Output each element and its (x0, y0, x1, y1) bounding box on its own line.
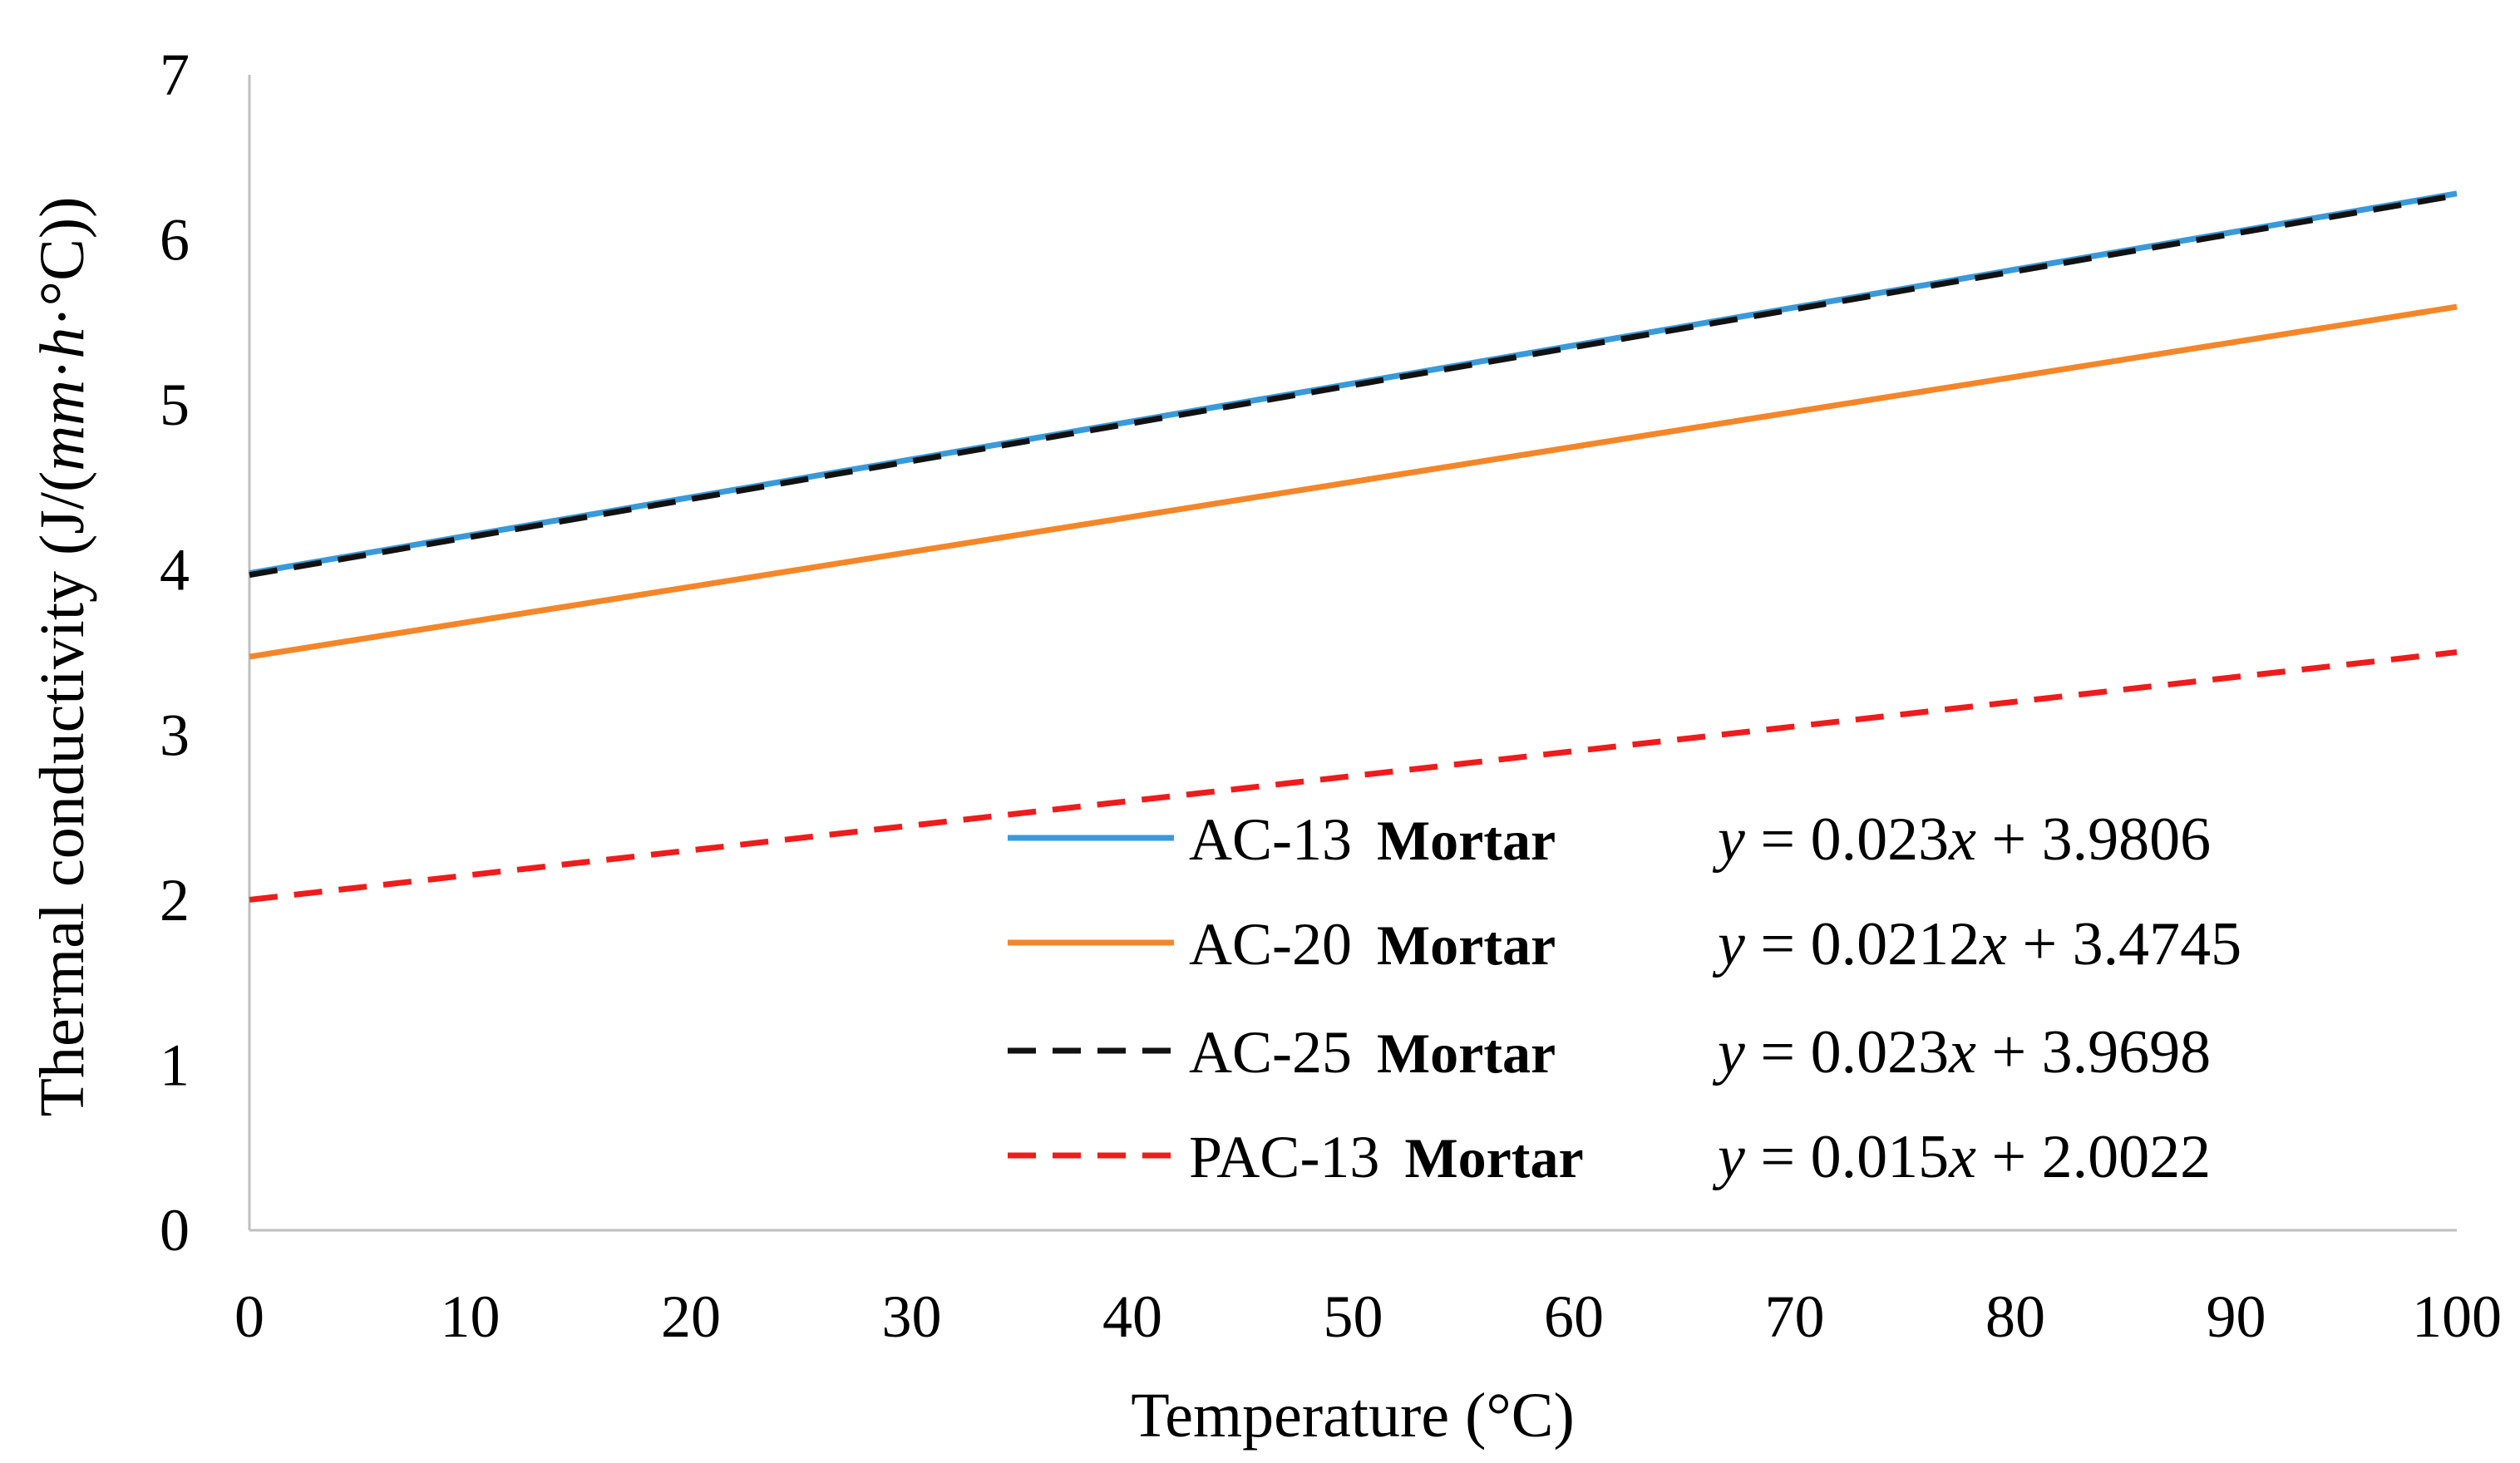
y-tick-label-7: 7 (160, 42, 190, 108)
y-tick-label-5: 5 (160, 372, 190, 438)
y-axis-title-suffix: ·°C)) (27, 197, 97, 328)
y-tick-label-0: 0 (160, 1197, 190, 1264)
legend-label-ac-25: AC-25 Mortar (1189, 1019, 1556, 1086)
x-tick-labels: 0 10 20 30 40 50 60 70 80 90 100 (234, 1283, 2502, 1350)
legend-series-suffix: Mortar (1377, 1022, 1556, 1085)
legend-series-name: AC-13 (1189, 806, 1352, 873)
legend-series-suffix: Mortar (1404, 1126, 1583, 1190)
y-axis-title-mm: mm (27, 380, 97, 471)
x-tick-label-100: 100 (2412, 1283, 2502, 1350)
series-line-ac-20 (249, 303, 2458, 660)
axes (248, 75, 2457, 1232)
x-tick-label-40: 40 (1102, 1283, 1162, 1350)
y-tick-label-6: 6 (160, 207, 190, 273)
legend-label-pac-13: PAC-13 Mortar (1189, 1124, 1584, 1190)
x-tick-label-50: 50 (1324, 1283, 1383, 1350)
x-axis-title: Temperature (°C) (1131, 1381, 1575, 1451)
x-tick-label-60: 60 (1544, 1283, 1604, 1350)
x-tick-label-90: 90 (2207, 1283, 2266, 1350)
legend-series-suffix: Mortar (1377, 809, 1556, 872)
legend-series-name: AC-25 (1189, 1019, 1352, 1086)
legend-equation-ac-25: y = 0.023x + 3.9698 (1712, 1018, 2211, 1086)
x-tick-label-70: 70 (1765, 1283, 1825, 1350)
y-tick-label-4: 4 (160, 537, 190, 603)
x-tick-label-30: 30 (882, 1283, 942, 1350)
y-axis-title: Thermal conductivity (J/(mm·h·°C)) (27, 197, 97, 1117)
y-axis-title-prefix: Thermal conductivity (J/( (27, 471, 97, 1117)
legend-series-name: PAC-13 (1189, 1124, 1379, 1190)
series-line-pac-13 (249, 649, 2458, 903)
legend-equation-pac-13: y = 0.015x + 2.0022 (1712, 1123, 2211, 1191)
x-tick-label-10: 10 (441, 1283, 501, 1350)
y-tick-label-1: 1 (160, 1032, 190, 1098)
x-tick-label-80: 80 (1985, 1283, 2045, 1350)
legend-series-suffix: Mortar (1377, 914, 1556, 977)
y-axis-title-dot: · (27, 359, 97, 380)
legend-series-name: AC-20 (1189, 911, 1352, 978)
legend-equation-ac-13: y = 0.023x + 3.9806 (1712, 805, 2211, 874)
legend: AC-13 Mortar y = 0.023x + 3.9806 AC-20 Morta… (1008, 805, 2241, 1191)
y-axis-title-h: h (27, 328, 97, 359)
legend-label-ac-20: AC-20 Mortar (1189, 911, 1556, 978)
series-lines (249, 190, 2458, 903)
y-tick-label-3: 3 (160, 702, 190, 768)
x-tick-label-20: 20 (661, 1283, 721, 1350)
legend-label-ac-13: AC-13 Mortar (1189, 806, 1556, 873)
series-line-ac-25 (249, 192, 2458, 579)
y-tick-labels: 0 1 2 3 4 5 6 7 (160, 42, 190, 1264)
x-tick-label-0: 0 (234, 1283, 264, 1350)
y-tick-label-2: 2 (160, 867, 190, 933)
legend-equation-ac-20: y = 0.0212x + 3.4745 (1712, 910, 2241, 978)
